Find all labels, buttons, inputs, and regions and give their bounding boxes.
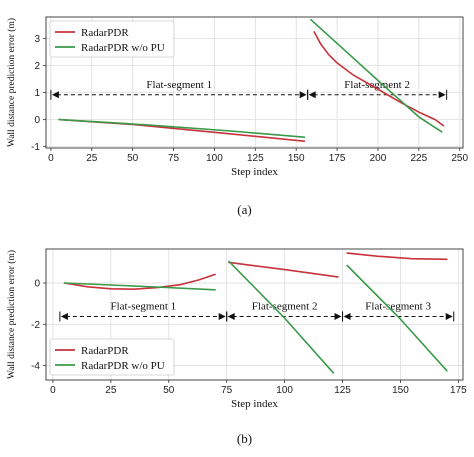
x-tick-label: 50 xyxy=(163,385,175,396)
plot-frame xyxy=(45,248,464,381)
legend: RadarPDR RadarPDR w/o PU xyxy=(49,338,175,376)
arrow-head-left xyxy=(51,91,59,99)
y-tick-label: 1 xyxy=(34,88,40,99)
x-tick-label: 125 xyxy=(334,385,351,396)
segment-label: Flat-segment 2 xyxy=(252,300,318,312)
panel-caption: (b) xyxy=(237,431,252,446)
segment-label: Flat-segment 1 xyxy=(146,79,212,91)
x-tick-label: 75 xyxy=(221,385,233,396)
series-line-radarpdr-wo-pu xyxy=(346,264,448,372)
arrow-head-left xyxy=(227,312,235,320)
x-tick-label: 100 xyxy=(276,385,293,396)
series-line-radarpdr xyxy=(228,261,339,278)
legend-label: RadarPDR xyxy=(81,27,129,39)
x-tick-label: 0 xyxy=(50,385,56,396)
series-line-radarpdr-wo-pu xyxy=(310,18,443,133)
series-line-radarpdr xyxy=(346,252,448,261)
x-tick-label: 25 xyxy=(105,385,117,396)
arrow-head-right xyxy=(438,91,446,99)
segment-label: Flat-segment 3 xyxy=(365,300,431,312)
flat-segment-annotation: Flat-segment 1 xyxy=(59,300,228,322)
x-tick-label: 125 xyxy=(247,153,264,164)
y-tick-label: -2 xyxy=(31,320,40,331)
flat-segment-annotation: Flat-segment 1 xyxy=(50,79,309,100)
flat-segment-annotation: Flat-segment 2 xyxy=(226,300,344,322)
legend-label: RadarPDR w/o PU xyxy=(81,360,165,372)
x-tick-label: 250 xyxy=(451,153,468,164)
x-tick-label: 175 xyxy=(329,153,346,164)
segment-label: Flat-segment 2 xyxy=(344,79,410,91)
y-tick-label: 2 xyxy=(34,61,40,72)
x-tick-label: 175 xyxy=(450,385,467,396)
y-tick-label: -1 xyxy=(31,142,40,153)
arrow-head-left xyxy=(308,91,316,99)
legend: RadarPDR RadarPDR w/o PU xyxy=(49,20,175,58)
legend-box xyxy=(49,20,175,58)
x-tick-label: 75 xyxy=(168,153,180,164)
y-tick-label: 0 xyxy=(34,115,40,126)
plot-frame xyxy=(45,16,464,149)
x-tick-label: 25 xyxy=(86,153,98,164)
series-line-radarpdr-wo-pu xyxy=(63,282,216,291)
x-tick-label: 50 xyxy=(127,153,139,164)
arrow-head-right xyxy=(218,312,226,320)
x-tick-label: 150 xyxy=(392,385,409,396)
legend-label: RadarPDR w/o PU xyxy=(81,42,165,54)
arrow-head-left xyxy=(343,312,351,320)
flat-segment-annotation: Flat-segment 3 xyxy=(342,300,455,322)
panel-caption: (a) xyxy=(237,202,251,217)
arrow-head-right xyxy=(445,312,453,320)
arrow-head-right xyxy=(299,91,307,99)
x-tick-label: 150 xyxy=(288,153,305,164)
chart-panel-2: 0 25 50 75 100 125 150 175 -4 -2 0 Step index Wall d… xyxy=(6,248,467,446)
arrow-head-right xyxy=(334,312,342,320)
series-line-radarpdr xyxy=(63,273,216,290)
x-tick-label: 200 xyxy=(370,153,387,164)
y-tick-label: 3 xyxy=(34,34,40,45)
x-tick-label: 100 xyxy=(206,153,223,164)
series-line-radarpdr-wo-pu xyxy=(228,260,335,374)
x-tick-label: 0 xyxy=(48,153,54,164)
y-tick-label: 0 xyxy=(34,279,40,290)
flat-segment-annotation: Flat-segment 2 xyxy=(307,79,448,100)
y-tick-label: -4 xyxy=(31,361,40,372)
segment-label: Flat-segment 1 xyxy=(110,300,176,312)
chart-panel-1: 0 25 50 75 100 125 150 175 200 225 250 -1 0 1 2 3 Step i… xyxy=(6,16,469,217)
series-line-radarpdr xyxy=(58,118,306,142)
x-axis-label: Step index xyxy=(231,166,278,178)
y-axis-label: Wall distance prediction error (m) xyxy=(6,250,17,379)
series-line-radarpdr-wo-pu xyxy=(58,118,306,138)
arrow-head-left xyxy=(60,312,68,320)
legend-label: RadarPDR xyxy=(81,345,129,357)
y-axis-label: Wall distance prediction error (m) xyxy=(6,18,17,147)
legend-box xyxy=(49,338,175,376)
x-axis-label: Step index xyxy=(231,398,278,410)
series-line-radarpdr xyxy=(313,31,445,127)
x-tick-label: 225 xyxy=(411,153,428,164)
